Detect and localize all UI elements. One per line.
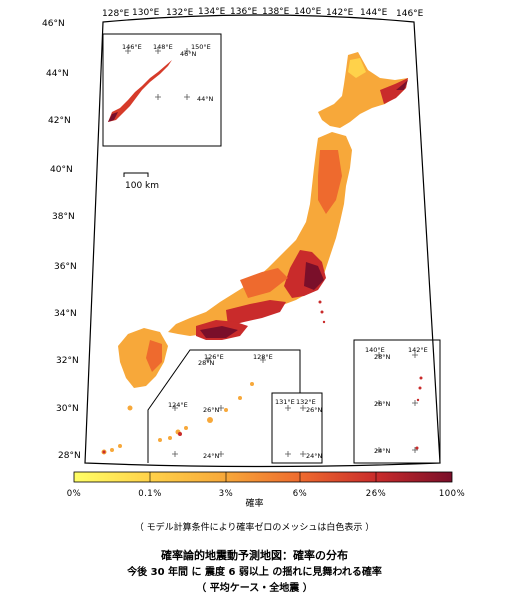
lon-label-8: 144°E — [360, 8, 388, 18]
lon-label-2: 132°E — [166, 8, 194, 18]
map-case: （ 平均ケース・全地震 ） — [196, 583, 313, 594]
lat-label-9: 28°N — [58, 451, 81, 461]
scale-bar — [123, 172, 149, 177]
inset-daito-lat-26: 26°N — [306, 406, 323, 414]
inset-ogasawara-lat-28: 28°N — [374, 353, 391, 361]
lat-label-6: 34°N — [54, 309, 77, 319]
lat-label-3: 40°N — [50, 165, 73, 175]
inset-ogasawara-box — [353, 339, 441, 464]
grid-crosses — [125, 48, 418, 457]
legend-tick-4: 26% — [365, 489, 387, 499]
inset-daito-box — [271, 392, 323, 464]
ogasawara-islands — [415, 376, 423, 450]
legend-tick-5: 100% — [438, 489, 466, 499]
lat-label-2: 42°N — [48, 116, 71, 126]
legend-tick-3: 6% — [292, 489, 308, 499]
lat-label-4: 38°N — [52, 212, 75, 222]
inset-daito-lon-131: 131°E — [275, 398, 295, 406]
legend-tick-0: 0% — [66, 489, 82, 499]
inset-nansei-lon-124: 124°E — [168, 401, 188, 409]
inset-ogasawara-lon-140: 140°E — [365, 346, 385, 354]
lon-label-3: 134°E — [198, 7, 226, 17]
inset-north-box — [102, 33, 222, 147]
inset-ogasawara-lat-26: 26°N — [374, 400, 391, 408]
inset-nansei-lat-28: 28°N — [198, 359, 215, 367]
map-subtitle: 今後 30 年間 に 震度 6 弱以上 の揺れに見舞われる確率 — [127, 567, 382, 578]
lon-label-9: 146°E — [396, 9, 424, 19]
lon-label-5: 138°E — [262, 7, 290, 17]
inset-nansei-lat-26: 26°N — [203, 406, 220, 414]
kuril-islands — [108, 60, 172, 122]
legend-dividers — [149, 472, 377, 482]
izu-islands — [318, 300, 326, 324]
lat-label-0: 46°N — [42, 19, 65, 29]
inset-north-lon-150: 150°E — [191, 43, 211, 51]
lon-label-4: 136°E — [230, 7, 258, 17]
inset-nansei-lat-24: 24°N — [203, 452, 220, 460]
map-title: 確率論的地震動予測地図：確率の分布 — [161, 549, 348, 562]
inset-daito-lat-24: 24°N — [306, 452, 323, 460]
lon-label-0: 128°E — [102, 9, 130, 19]
lat-label-8: 30°N — [56, 404, 79, 414]
hokkaido — [318, 52, 408, 128]
lon-label-6: 140°E — [294, 7, 322, 17]
inset-nansei-lon-128: 128°E — [253, 353, 273, 361]
inset-north-lon-148: 148°E — [153, 43, 173, 51]
legend-tick-1: 0.1% — [138, 489, 162, 499]
lon-label-1: 130°E — [132, 8, 160, 18]
legend-title: 確率 — [245, 499, 264, 509]
inset-north-lat-44: 44°N — [197, 95, 214, 103]
lon-label-7: 142°E — [326, 8, 354, 18]
lat-label-7: 32°N — [56, 356, 79, 366]
ryukyu-islands — [101, 382, 254, 455]
zero-mesh-note: （ モデル計算条件により確率ゼロのメッシュは白色表示 ） — [134, 523, 375, 533]
legend-tick-2: 3% — [218, 489, 234, 499]
legend-colorbar — [73, 471, 453, 483]
lat-label-5: 36°N — [54, 262, 77, 272]
inset-daito-lon-132: 132°E — [296, 398, 316, 406]
inset-ogasawara-lat-24: 24°N — [374, 447, 391, 455]
inset-ogasawara-lon-142: 142°E — [408, 346, 428, 354]
scale-label: 100 km — [125, 181, 160, 191]
inset-nansei-lon-126: 126°E — [204, 353, 224, 361]
inset-north-lat-46: 46°N — [180, 50, 197, 58]
inset-north-lon-146: 146°E — [122, 43, 142, 51]
lat-label-1: 44°N — [46, 69, 69, 79]
